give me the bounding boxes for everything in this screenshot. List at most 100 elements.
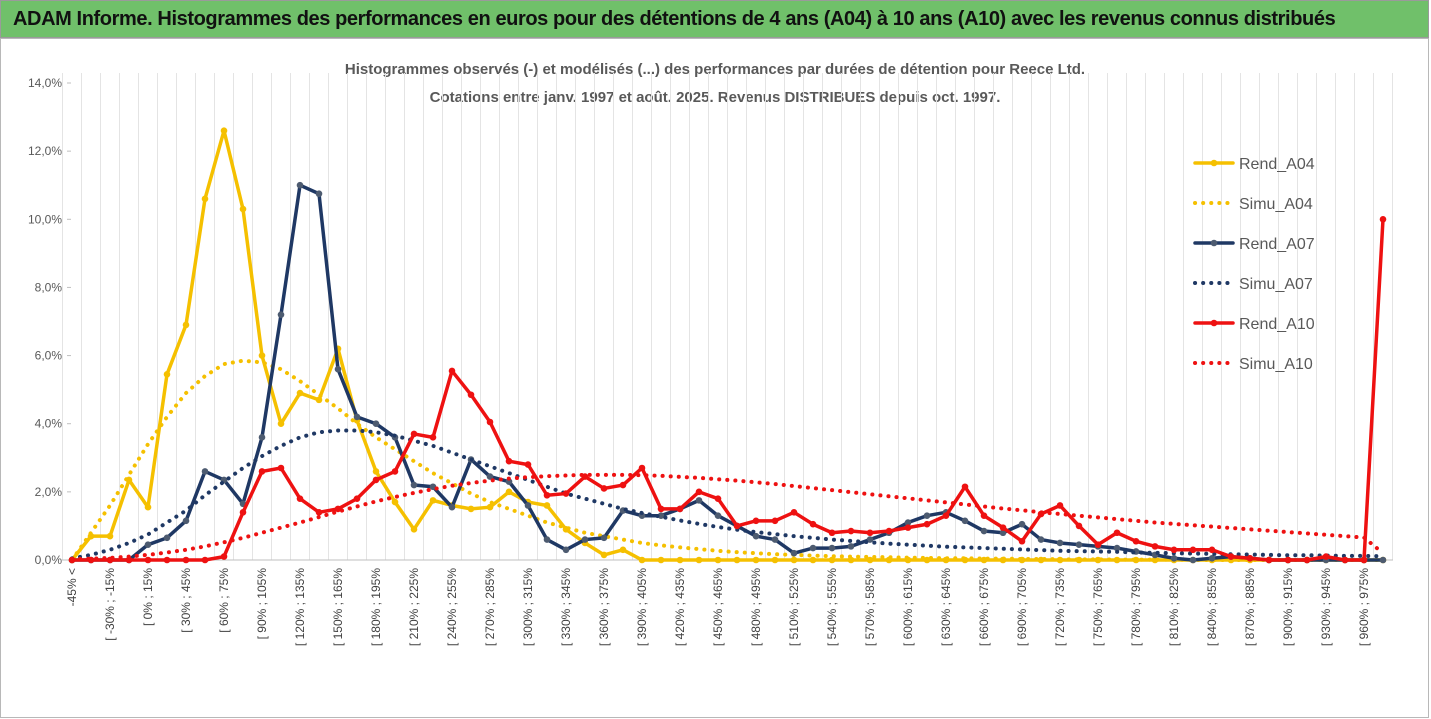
chart-frame — [0, 38, 1429, 718]
page-title: ADAM Informe. Histogrammes des performan… — [13, 8, 1336, 30]
data-point — [391, 468, 399, 475]
y-tick-label: 4,0% — [35, 417, 63, 431]
data-point — [220, 553, 228, 560]
x-tick-label: [ 240% ; 255% — [445, 568, 459, 646]
x-tick-label: [ 600% ; 615% — [901, 568, 915, 646]
x-tick-label: [ 360% ; 375% — [597, 568, 611, 646]
y-tick-label: 2,0% — [35, 485, 63, 499]
data-point — [144, 503, 152, 511]
data-point — [410, 430, 418, 438]
data-point — [1284, 556, 1292, 564]
x-tick-label: -45% < — [65, 568, 79, 606]
data-line — [70, 217, 1385, 562]
data-point — [1018, 520, 1026, 528]
data-point — [828, 556, 836, 564]
model-line — [70, 428, 1385, 561]
data-point — [828, 544, 836, 552]
data-point — [676, 556, 684, 564]
data-point — [847, 543, 855, 550]
data-point — [581, 536, 589, 543]
data-point — [809, 544, 817, 552]
legend-label: Simu_A10 — [1239, 356, 1313, 373]
x-tick-label: [ 0% ; 15% — [141, 568, 155, 626]
data-point — [600, 534, 608, 542]
data-point — [543, 536, 551, 543]
data-point — [1113, 544, 1121, 552]
data-point — [657, 556, 665, 564]
legend-label: Simu_A04 — [1239, 196, 1313, 213]
data-point — [733, 522, 741, 530]
data-point — [733, 556, 741, 564]
data-point — [201, 556, 209, 564]
x-tick-label: [ 330% ; 345% — [559, 568, 573, 646]
data-point — [524, 502, 532, 509]
data-point — [695, 497, 703, 504]
data-point — [980, 527, 988, 535]
data-line — [70, 183, 1385, 562]
data-point — [752, 517, 760, 525]
data-point — [562, 546, 570, 554]
data-point — [752, 556, 760, 564]
x-tick-label: [ 570% ; 585% — [863, 568, 877, 646]
data-point — [866, 529, 874, 537]
data-point — [163, 556, 171, 564]
data-point — [315, 509, 323, 516]
data-point — [372, 476, 380, 484]
legend-marker — [1210, 239, 1218, 247]
data-point — [980, 512, 988, 520]
y-tick-label: 8,0% — [35, 280, 63, 294]
data-point — [1132, 537, 1140, 545]
data-point — [752, 532, 760, 540]
x-tick-label: [ 180% ; 195% — [369, 568, 383, 646]
x-tick-label: [ 660% ; 675% — [977, 568, 991, 646]
data-point — [999, 529, 1007, 537]
data-point — [201, 468, 209, 475]
y-tick-label: 0,0% — [35, 553, 63, 567]
data-point — [1037, 536, 1045, 543]
data-point — [923, 512, 931, 520]
data-point — [144, 556, 152, 564]
data-point — [695, 488, 703, 496]
data-point — [1075, 541, 1083, 548]
data-point — [638, 464, 646, 472]
y-tick-label: 10,0% — [28, 212, 62, 226]
x-tick-label: [ 810% ; 825% — [1167, 568, 1181, 646]
y-tick-label: 6,0% — [35, 349, 63, 363]
data-point — [619, 546, 627, 554]
x-tick-label: [ 480% ; 495% — [749, 568, 763, 646]
data-point — [315, 190, 323, 198]
data-point — [334, 365, 342, 373]
data-point — [885, 527, 893, 535]
x-tick-label: [ -30% ; -15% — [103, 568, 117, 641]
data-point — [562, 490, 570, 497]
x-tick-label: [ 840% ; 855% — [1205, 568, 1219, 646]
data-point — [296, 495, 304, 502]
data-point — [1189, 546, 1197, 554]
x-tick-label: [ 150% ; 165% — [331, 568, 345, 646]
data-point — [239, 205, 247, 213]
x-tick-label: [ 210% ; 225% — [407, 568, 421, 646]
data-point — [429, 497, 437, 504]
data-point — [1151, 543, 1159, 550]
data-point — [543, 502, 551, 509]
data-point — [600, 485, 608, 492]
data-point — [1379, 556, 1387, 564]
chart-title: Histogrammes observés (-) et modélisés (… — [345, 61, 1085, 78]
x-tick-label: [ 870% ; 885% — [1243, 568, 1257, 646]
data-point — [847, 527, 855, 535]
data-point — [106, 532, 114, 540]
x-tick-label: [ 120% ; 135% — [293, 568, 307, 646]
data-point — [866, 536, 874, 543]
banner: ADAM Informe. Histogrammes des performan… — [0, 0, 1429, 38]
data-point — [353, 413, 361, 421]
data-point — [429, 434, 437, 441]
chart-subtitle: Cotations entre janv. 1997 et août. 2025… — [430, 89, 1001, 106]
data-point — [714, 495, 722, 502]
data-point — [543, 491, 551, 499]
data-point — [448, 503, 456, 511]
x-tick-label: [ 690% ; 705% — [1015, 568, 1029, 646]
y-tick-label: 14,0% — [28, 76, 62, 90]
data-point — [904, 519, 912, 526]
